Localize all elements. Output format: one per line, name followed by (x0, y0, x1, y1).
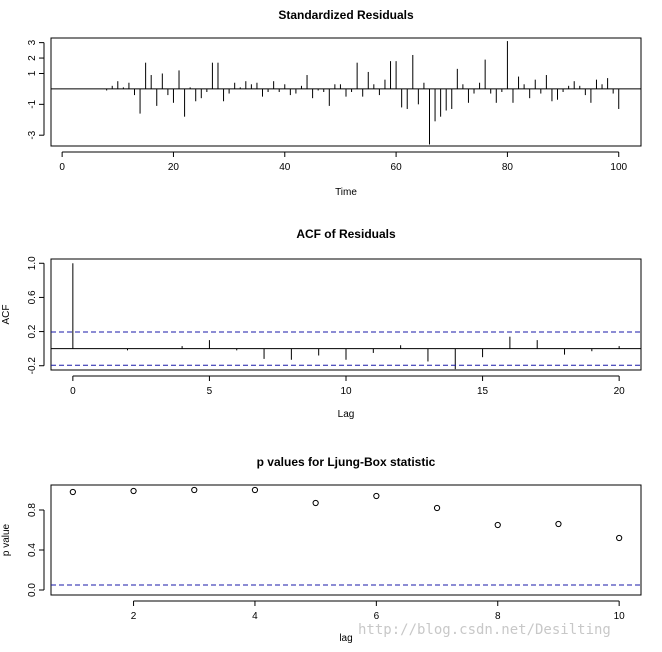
y-tick-label: 0.4 (27, 543, 38, 557)
p-value-point (616, 534, 623, 542)
y-tick-label: 1.0 (27, 256, 38, 270)
p-value-point (191, 486, 198, 494)
x-tick-label: 15 (477, 386, 489, 397)
watermark: http://blog.csdn.net/Desilting (358, 622, 611, 638)
y-axis-label-3: p value (1, 523, 12, 556)
y-tick-label: -1 (27, 99, 38, 108)
y-tick-label: -3 (27, 130, 38, 139)
x-axis-label-3: lag (339, 633, 352, 644)
p-value-point (312, 499, 319, 507)
x-tick-label: 10 (340, 386, 352, 397)
plot-frame-1 (50, 37, 642, 147)
x-tick-label: 8 (495, 611, 501, 622)
x-tick-label: 80 (502, 162, 514, 173)
y-tick-label: 1 (27, 70, 38, 76)
x-tick-label: 20 (614, 386, 626, 397)
p-value-point (555, 520, 562, 528)
x-tick-label: 40 (279, 162, 291, 173)
y-tick-label: 0.8 (27, 503, 38, 517)
y-tick-label: 2 (27, 55, 38, 61)
p-value-point (433, 504, 441, 512)
x-tick-label: 6 (374, 611, 380, 622)
plot-frame-2 (50, 258, 642, 371)
y-tick-label: 0.0 (27, 583, 38, 597)
p-value-point (130, 487, 137, 495)
x-axis-label-2: Lag (338, 409, 355, 420)
x-tick-label: 4 (252, 611, 258, 622)
chart-title-3: p values for Ljung-Box statistic (257, 455, 436, 469)
x-tick-label: 0 (70, 386, 76, 397)
x-tick-label: 10 (614, 611, 626, 622)
x-tick-label: 20 (168, 162, 180, 173)
plot-frame-3 (50, 484, 642, 596)
p-value-point (494, 521, 501, 529)
p-value-point (373, 492, 380, 500)
x-tick-label: 2 (131, 611, 137, 622)
y-tick-label: -0.2 (27, 357, 38, 375)
x-tick-label: 60 (391, 162, 403, 173)
x-tick-label: 5 (207, 386, 213, 397)
p-value-point (251, 486, 259, 494)
chart-title-2: ACF of Residuals (296, 227, 396, 241)
x-tick-label: 100 (610, 162, 627, 173)
p-value-point (69, 488, 76, 496)
x-tick-label: 0 (59, 162, 65, 173)
x-axis-label-1: Time (335, 187, 357, 198)
y-axis-label-2: ACF (1, 305, 12, 325)
y-tick-label: 0.2 (27, 324, 38, 338)
y-tick-label: 3 (27, 39, 38, 45)
chart-title-1: Standardized Residuals (278, 8, 414, 22)
y-tick-label: 0.6 (27, 290, 38, 304)
